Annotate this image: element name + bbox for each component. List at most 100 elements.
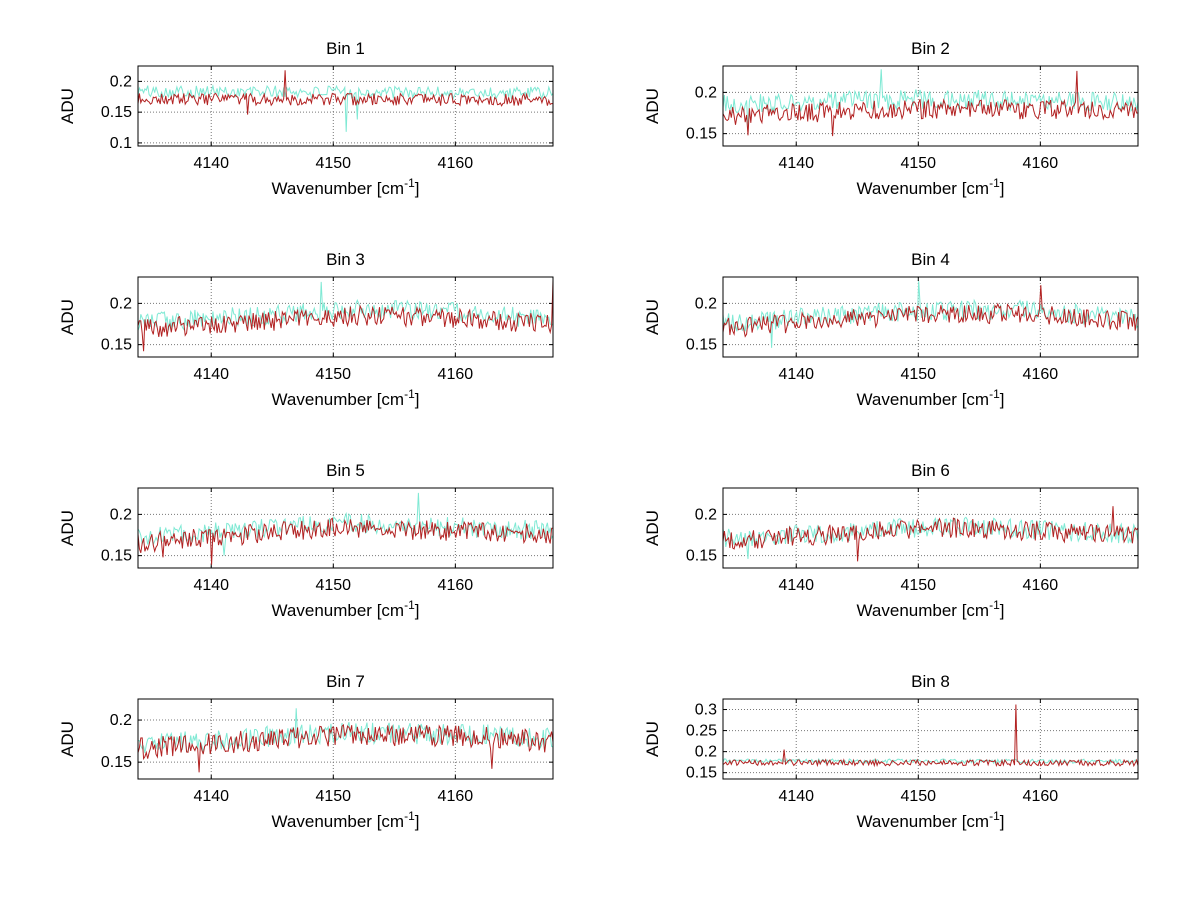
red-trace: [137, 723, 554, 773]
y-tick-label: 0.15: [686, 765, 717, 782]
x-tick-label: 4140: [193, 366, 229, 383]
x-tick-label: 4160: [1023, 577, 1059, 594]
y-tick-label: 0.2: [695, 84, 717, 101]
x-tick-label: 4160: [1023, 366, 1059, 383]
x-axis-label: Wavenumber [cm-1]: [272, 809, 420, 831]
axes-box: [137, 487, 554, 569]
plot-title: Bin 5: [326, 461, 365, 480]
x-tick-label: 4150: [900, 155, 936, 172]
y-tick-label: 0.15: [101, 104, 132, 121]
x-axis-label: Wavenumber [cm-1]: [272, 598, 420, 620]
plot-title: Bin 1: [326, 39, 365, 58]
subplot-6: 4140 4150 4160 0.15 0.2 Bin 6 ADU Wavenumber [c…: [613, 452, 1193, 663]
x-axis-label-main: Wavenumber [cm: [272, 390, 405, 409]
plot-title: Bin 3: [326, 250, 365, 269]
x-tick-label: 4140: [193, 788, 229, 805]
y-tick-label: 0.15: [686, 337, 717, 354]
y-axis-label: ADU: [643, 88, 662, 124]
x-axis-label: Wavenumber [cm-1]: [272, 387, 420, 409]
y-tick-label: 0.15: [101, 754, 132, 771]
plot-bin-8: 4140 4150 4160 0.15 0.2 0.25 0.3 Bin 8 ADU Wavenu…: [643, 672, 1139, 831]
x-axis-label-sup: -1: [989, 387, 1000, 401]
x-tick-label: 4140: [778, 155, 814, 172]
subplot-2: 4140 4150 4160 0.15 0.2 Bin 2 ADU Wavenumber [c…: [613, 30, 1193, 241]
y-axis-label: ADU: [58, 88, 77, 124]
y-axis-label: ADU: [643, 299, 662, 335]
plot-title: Bin 2: [911, 39, 950, 58]
cyan-trace: [137, 84, 554, 132]
plot-bin-4: 4140 4150 4160 0.15 0.2 Bin 4 ADU Wavenumber [c…: [643, 250, 1139, 409]
cyan-trace: [138, 708, 554, 753]
axes-box: [722, 276, 1139, 358]
y-tick-label: 0.15: [101, 548, 132, 565]
x-tick-label: 4140: [778, 788, 814, 805]
x-axis-label-sup: -1: [404, 176, 415, 190]
x-axis-label-main: Wavenumber [cm: [857, 390, 990, 409]
y-tick-label: 0.15: [686, 126, 717, 143]
x-axis-label-sup: -1: [404, 809, 415, 823]
cyan-trace: [722, 281, 1139, 348]
y-tick-label: 0.2: [110, 712, 132, 729]
x-axis-label: Wavenumber [cm-1]: [272, 176, 420, 198]
y-tick-label: 0.3: [695, 702, 717, 719]
x-axis-label-end: ]: [415, 601, 420, 620]
red-trace: [137, 517, 554, 565]
red-trace: [722, 70, 1138, 137]
y-axis-label: ADU: [58, 299, 77, 335]
y-axis-label: ADU: [58, 510, 77, 546]
y-tick-label: 0.2: [110, 73, 132, 90]
y-tick-label: 0.2: [695, 744, 717, 761]
x-tick-label: 4140: [193, 577, 229, 594]
cyan-trace: [722, 69, 1139, 133]
axes-box: [137, 698, 554, 780]
x-axis-label-end: ]: [1000, 179, 1005, 198]
x-axis-label-sup: -1: [989, 598, 1000, 612]
subplot-8: 4140 4150 4160 0.15 0.2 0.25 0.3 Bin 8 ADU Wavenu…: [613, 663, 1193, 874]
x-axis-label-sup: -1: [989, 809, 1000, 823]
plot-bin-6: 4140 4150 4160 0.15 0.2 Bin 6 ADU Wavenumber [c…: [643, 461, 1139, 620]
plot-bin-3: 4140 4150 4160 0.15 0.2 Bin 3 ADU Wavenumber [c…: [58, 250, 554, 409]
red-trace: [722, 506, 1139, 562]
x-axis-label-main: Wavenumber [cm: [857, 812, 990, 831]
x-tick-label: 4160: [1023, 155, 1059, 172]
x-tick-label: 4150: [900, 366, 936, 383]
y-axis-label: ADU: [643, 510, 662, 546]
x-axis-label-sup: -1: [989, 176, 1000, 190]
subplot-5: 4140 4150 4160 0.15 0.2 Bin 5 ADU Wavenumber [c…: [28, 452, 608, 663]
plot-title: Bin 7: [326, 672, 365, 691]
subplot-7: 4140 4150 4160 0.15 0.2 Bin 7 ADU Wavenumber [c…: [28, 663, 608, 874]
x-axis-label-end: ]: [415, 812, 420, 831]
x-tick-label: 4150: [315, 577, 351, 594]
x-axis-label-sup: -1: [404, 387, 415, 401]
y-tick-label: 0.2: [110, 295, 132, 312]
x-tick-label: 4150: [900, 788, 936, 805]
x-tick-label: 4140: [778, 577, 814, 594]
red-trace: [137, 70, 554, 115]
x-axis-label: Wavenumber [cm-1]: [857, 176, 1005, 198]
y-tick-label: 0.2: [110, 506, 132, 523]
red-trace: [722, 704, 1139, 768]
plot-title: Bin 8: [911, 672, 950, 691]
plot-title: Bin 6: [911, 461, 950, 480]
cyan-trace: [137, 492, 554, 556]
x-tick-label: 4150: [900, 577, 936, 594]
x-tick-label: 4160: [438, 366, 474, 383]
axes-box: [722, 65, 1139, 147]
axes-box: [722, 698, 1139, 780]
x-tick-label: 4160: [438, 577, 474, 594]
x-axis-label-end: ]: [1000, 601, 1005, 620]
x-axis-label-end: ]: [1000, 812, 1005, 831]
x-axis-label-end: ]: [1000, 390, 1005, 409]
x-tick-label: 4140: [778, 366, 814, 383]
y-tick-label: 0.2: [695, 295, 717, 312]
x-tick-label: 4150: [315, 155, 351, 172]
figure: 4140 4150 4160 0.1 0.15 0.2 Bin 1 ADU Wavenumber…: [28, 30, 1193, 874]
x-axis-label-main: Wavenumber [cm: [272, 179, 405, 198]
y-axis-label: ADU: [643, 721, 662, 757]
axes-box: [137, 65, 554, 147]
axes-box: [137, 276, 554, 358]
red-trace: [722, 285, 1139, 338]
plot-bin-7: 4140 4150 4160 0.15 0.2 Bin 7 ADU Wavenumber [c…: [58, 672, 554, 831]
y-axis-label: ADU: [58, 721, 77, 757]
x-axis-label-end: ]: [415, 179, 420, 198]
